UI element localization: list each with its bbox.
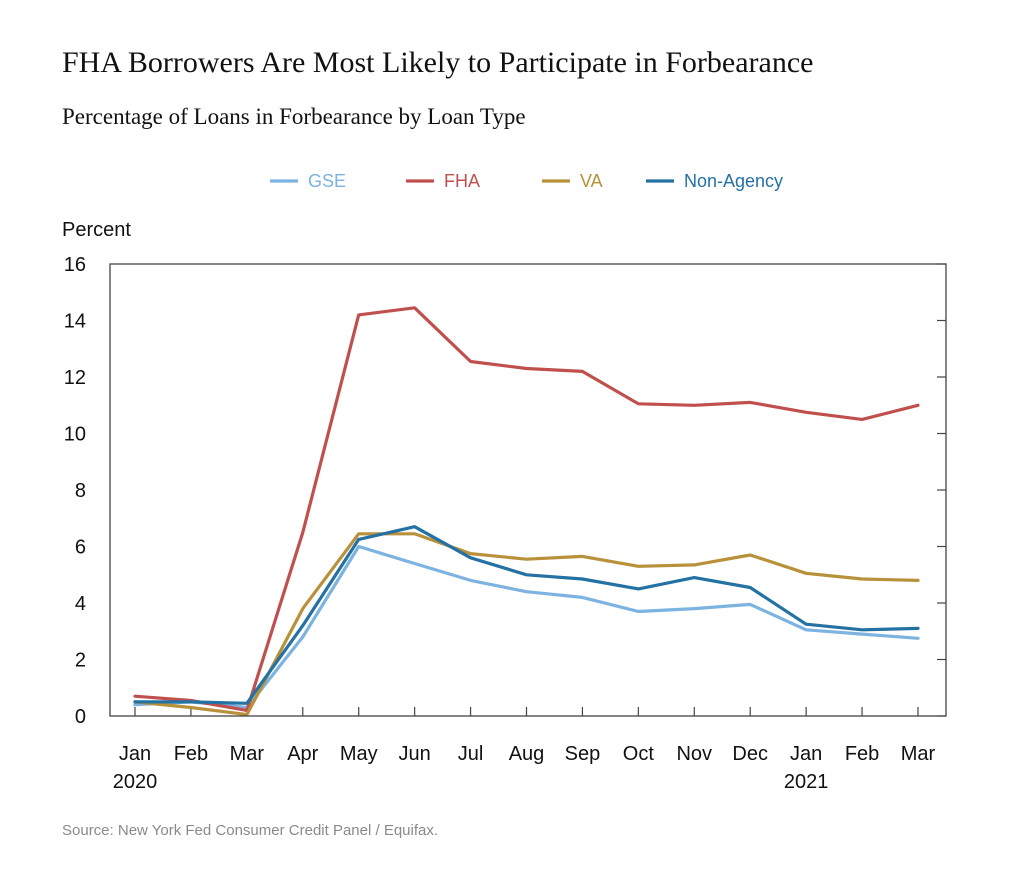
y-tick-label: 12	[64, 367, 86, 389]
legend-label: GSE	[308, 171, 346, 191]
x-tick-label: Jul	[458, 743, 484, 765]
x-tick-label: Dec	[732, 743, 768, 765]
plot-frame	[109, 263, 947, 717]
x-tick-label: Jan	[790, 743, 822, 765]
legend-label: FHA	[444, 171, 480, 191]
x-tick-label: Jan	[119, 743, 151, 765]
source-note: Source: New York Fed Consumer Credit Pan…	[62, 822, 439, 839]
y-tick-label: 16	[64, 254, 86, 276]
series-lines	[133, 306, 920, 717]
x-tick-label: Oct	[623, 743, 655, 765]
x-tick-label: Feb	[174, 743, 208, 765]
x-axis-ticks: Jan Feb Mar Apr May Jun Jul Aug Sep Oct Nov Dec Jan F…	[113, 707, 936, 793]
y-tick-label: 4	[75, 593, 86, 615]
series-line-gse	[133, 544, 920, 710]
y-tick-label: 6	[75, 537, 86, 559]
y-tick-label: 10	[64, 424, 86, 446]
x-tick-label: Jun	[399, 743, 431, 765]
x-year-label: 2020	[113, 771, 158, 793]
legend-label: Non-Agency	[684, 171, 783, 191]
chart-legend: GSE FHA VA Non-Agency	[270, 171, 783, 191]
x-tick-label: May	[340, 743, 378, 765]
x-tick-label: Nov	[676, 743, 712, 765]
series-line-non-agency	[133, 525, 920, 705]
y-axis-ticks: 0 2 4 6 8 10 12 14 16	[64, 254, 946, 728]
y-tick-label: 14	[64, 311, 86, 333]
x-tick-label: Mar	[230, 743, 265, 765]
y-tick-label: 2	[75, 650, 86, 672]
y-tick-label: 8	[75, 480, 86, 502]
x-year-label: 2021	[784, 771, 829, 793]
series-line-fha	[133, 306, 920, 713]
x-tick-label: Feb	[845, 743, 879, 765]
x-tick-label: Mar	[901, 743, 936, 765]
legend-label: VA	[580, 171, 603, 191]
chart-subtitle: Percentage of Loans in Forbearance by Lo…	[62, 104, 526, 129]
x-tick-label: Aug	[509, 743, 545, 765]
chart-title: FHA Borrowers Are Most Likely to Partici…	[62, 46, 814, 79]
x-tick-label: Sep	[565, 743, 601, 765]
x-tick-label: Apr	[287, 743, 318, 765]
y-tick-label: 0	[75, 706, 86, 728]
y-axis-label: Percent	[62, 219, 131, 241]
